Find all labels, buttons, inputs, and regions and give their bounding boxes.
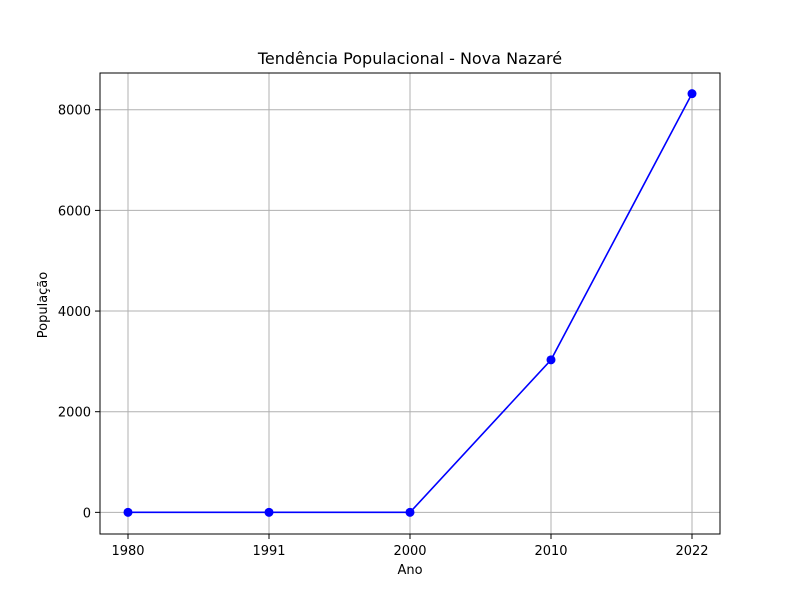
x-tick-label: 2022 <box>675 544 708 559</box>
x-ticks: 1980 1991 2000 2010 2022 <box>111 534 709 559</box>
data-point <box>687 89 697 99</box>
x-tick-label: 1991 <box>252 544 285 559</box>
x-tick-label: 1980 <box>111 544 144 559</box>
data-point <box>546 355 556 365</box>
series-group <box>123 89 697 517</box>
chart-title: Tendência Populacional - Nova Nazaré <box>257 49 562 68</box>
x-tick-label: 2010 <box>534 544 567 559</box>
data-point <box>264 507 274 517</box>
x-axis-label: Ano <box>397 563 422 578</box>
y-tick-label: 2000 <box>58 406 91 421</box>
y-tick-label: 6000 <box>58 204 91 219</box>
y-tick-label: 4000 <box>58 305 91 320</box>
data-point <box>123 507 133 517</box>
y-tick-label: 8000 <box>58 104 91 119</box>
y-tick-label: 0 <box>83 506 91 521</box>
y-axis-label: População <box>36 272 51 339</box>
data-point <box>405 507 415 517</box>
y-ticks: 0 2000 4000 6000 8000 <box>58 104 100 521</box>
x-tick-label: 2000 <box>393 544 426 559</box>
